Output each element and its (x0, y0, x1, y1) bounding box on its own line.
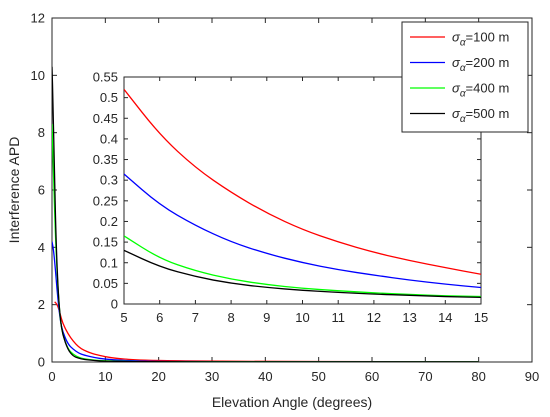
inset-x-tick-label: 14 (438, 310, 452, 325)
legend-entry: σα=500 m (452, 106, 509, 125)
inset-y-tick-label: 0.2 (100, 214, 118, 229)
inset-series-line-1 (124, 88, 481, 275)
main-y-tick-label: 10 (31, 68, 45, 83)
main-y-tick-label: 0 (38, 355, 45, 370)
legend: σα=100 m σα=200 m σα=400 m σα=500 m (401, 21, 529, 133)
inset-x-tick-label: 8 (227, 310, 234, 325)
inset-x-tick-label: 13 (402, 310, 416, 325)
inset-y-tick-label: 0.1 (100, 255, 118, 270)
main-y-tick-label: 6 (38, 183, 45, 198)
inset-series-line-4 (124, 249, 481, 299)
inset-x-tick-label: 6 (156, 310, 163, 325)
main-y-tick-label: 8 (38, 125, 45, 140)
main-x-tick-label: 90 (525, 369, 539, 384)
inset-x-tick-label: 7 (192, 310, 199, 325)
inset-series-line-3 (124, 235, 481, 298)
inset-y-tick-label: 0.05 (93, 276, 118, 291)
legend-entry: σα=400 m (452, 81, 509, 100)
x-axis-label: Elevation Angle (degrees) (212, 394, 372, 410)
inset-y-tick-label: 0.5 (100, 90, 118, 105)
inset-x-tick-label: 5 (120, 310, 127, 325)
main-x-tick-label: 10 (98, 369, 112, 384)
inset-y-tick-label: 0.25 (93, 193, 118, 208)
inset-x-tick-label: 12 (367, 310, 381, 325)
inset-y-tick-label: 0.35 (93, 152, 118, 167)
main-x-tick-label: 40 (258, 369, 272, 384)
inset-y-tick-label: 0.45 (93, 111, 118, 126)
main-x-tick-label: 60 (365, 369, 379, 384)
main-series-line-4 (52, 66, 479, 362)
inset-y-tick-label: 0.15 (93, 235, 118, 250)
inset-x-tick-label: 10 (295, 310, 309, 325)
legend-entry: σα=100 m (452, 30, 509, 49)
inset-y-tick-label: 0.4 (100, 131, 118, 146)
main-y-tick-label: 4 (38, 240, 45, 255)
inset-y-tick-label: 0 (111, 297, 118, 312)
inset-x-tick-label: 9 (263, 310, 270, 325)
inset-x-tick-label: 15 (474, 310, 488, 325)
main-y-tick-label: 2 (38, 297, 45, 312)
inset-y-tick-label: 0.55 (93, 70, 118, 85)
main-x-tick-label: 30 (205, 369, 219, 384)
inset-x-tick-label: 11 (331, 310, 345, 325)
main-x-tick-label: 80 (471, 369, 485, 384)
y-axis-label: Interference APD (6, 137, 22, 244)
legend-entry: σα=200 m (452, 55, 509, 74)
inset-series-line-2 (124, 173, 481, 289)
main-x-tick-label: 0 (48, 369, 55, 384)
main-y-tick-label: 12 (31, 11, 45, 26)
main-x-tick-label: 70 (418, 369, 432, 384)
main-x-tick-label: 50 (311, 369, 325, 384)
inset-y-tick-label: 0.3 (100, 173, 118, 188)
main-x-tick-label: 20 (151, 369, 165, 384)
